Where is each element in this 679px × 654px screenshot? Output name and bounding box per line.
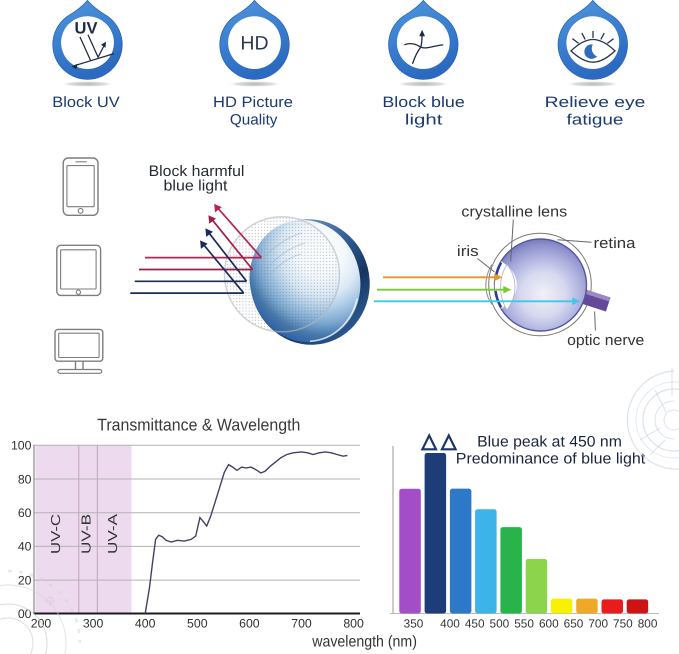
svg-text:HD Picture: HD Picture [213,94,293,111]
svg-text:500: 500 [187,617,208,631]
svg-text:00: 00 [18,607,32,621]
svg-text:60: 60 [18,506,32,520]
svg-text:800: 800 [343,617,364,631]
svg-text:500: 500 [490,617,510,631]
svg-text:Quality: Quality [230,112,278,129]
svg-text:700: 700 [291,617,312,631]
svg-text:UV-C: UV-C [48,514,63,554]
svg-text:Transmittance & Wavelength: Transmittance & Wavelength [97,416,300,435]
svg-text:UV: UV [75,20,98,38]
svg-text:UV-A: UV-A [105,514,120,554]
svg-text:fatigue: fatigue [567,112,624,129]
svg-text:wavelength (nm): wavelength (nm) [311,633,417,650]
svg-text:crystalline lens: crystalline lens [461,204,567,221]
svg-text:blue light: blue light [164,178,229,195]
svg-text:450: 450 [465,617,485,631]
svg-text:iris: iris [457,243,479,260]
svg-text:Block UV: Block UV [52,94,119,111]
svg-text:80: 80 [18,472,32,486]
svg-text:300: 300 [83,617,104,631]
svg-text:retina: retina [594,235,637,252]
svg-text:600: 600 [539,617,559,631]
svg-text:optic nerve: optic nerve [567,332,644,349]
svg-text:700: 700 [588,617,608,631]
svg-text:800: 800 [638,617,658,631]
svg-text:Predominance of blue light: Predominance of blue light [456,451,646,468]
svg-text:light: light [405,112,444,129]
svg-text:Relieve eye: Relieve eye [545,94,646,111]
svg-text:400: 400 [135,617,156,631]
svg-text:20: 20 [18,573,32,587]
svg-text:400: 400 [440,617,460,631]
svg-text:Blue peak at 450 nm: Blue peak at 450 nm [477,433,622,450]
svg-text:Block harmful: Block harmful [149,163,245,180]
svg-text:600: 600 [239,617,260,631]
svg-text:350: 350 [404,617,424,631]
svg-text:UV-B: UV-B [79,514,94,554]
svg-text:Block blue: Block blue [382,94,464,111]
svg-text:750: 750 [613,617,633,631]
svg-text:40: 40 [18,540,32,554]
svg-text:100: 100 [11,439,32,453]
svg-text:550: 550 [514,617,534,631]
svg-text:HD: HD [240,33,268,55]
svg-text:200: 200 [31,617,52,631]
svg-text:650: 650 [564,617,584,631]
